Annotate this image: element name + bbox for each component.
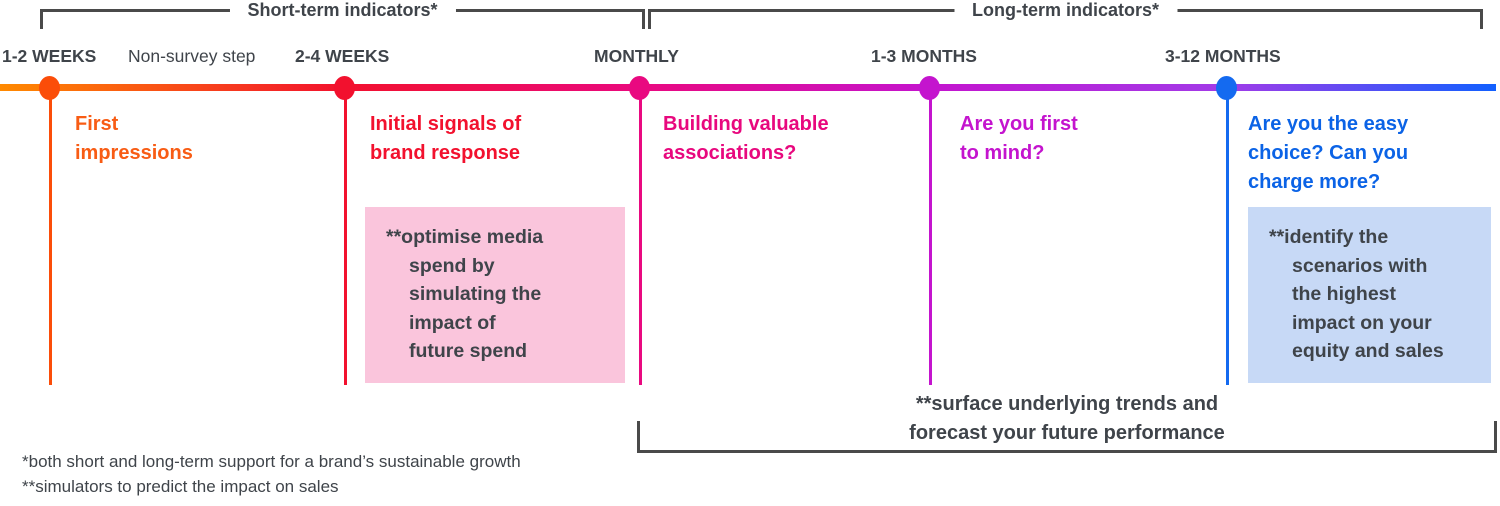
- timeline-connector-2-4-weeks: [344, 98, 347, 385]
- surface-trends-label: **surface underlying trends and forecast…: [909, 393, 1225, 444]
- surface-trends-bracket: **surface underlying trends and forecast…: [637, 393, 1497, 453]
- non-survey-step-label: Non-survey step: [128, 46, 256, 66]
- footnote-simulators: **simulators to predict the impact on sa…: [22, 477, 339, 496]
- timeline-dot-1-2-weeks: [39, 76, 60, 100]
- long-term-bracket-label: Long-term indicators*: [953, 0, 1178, 21]
- long-term-bracket: Long-term indicators*: [648, 0, 1483, 30]
- bracket-tick-left: [637, 421, 640, 451]
- timeline-dot-2-4-weeks: [334, 76, 355, 100]
- footnote-sustainable-growth: *both short and long-term support for a …: [22, 452, 521, 471]
- stage-label-1-3-months: 1-3 MONTHS: [871, 46, 977, 66]
- bracket-tick-left: [40, 11, 43, 29]
- bracket-tick-left: [648, 11, 651, 29]
- bracket-tick-right: [642, 11, 645, 29]
- stage-label-3-12-months: 3-12 MONTHS: [1165, 46, 1281, 66]
- stage-label-2-4-weeks: 2-4 WEEKS: [295, 46, 390, 66]
- callout-identify-scenarios: **identify the scenarios with the highes…: [1248, 207, 1491, 383]
- heading-first-to-mind: Are you first to mind?: [960, 113, 1078, 164]
- timeline-dot-1-3-months: [919, 76, 940, 100]
- heading-easy-choice: Are you the easy choice? Can you charge …: [1248, 113, 1409, 193]
- bracket-tick-right: [1494, 421, 1497, 451]
- heading-first-impressions: First impressions: [75, 113, 193, 164]
- timeline-dot-monthly: [629, 76, 650, 100]
- stage-label-monthly: MONTHLY: [594, 46, 679, 66]
- heading-initial-signals: Initial signals of brand response: [370, 113, 522, 164]
- timeline-connector-1-2-weeks: [49, 98, 52, 385]
- callout-optimise-media-spend: **optimise media spend by simulating the…: [365, 207, 625, 383]
- timeline-connector-monthly: [639, 98, 642, 385]
- timeline-connector-3-12-months: [1226, 98, 1229, 385]
- timeline-gradient-line: [0, 84, 1496, 91]
- heading-building-associations: Building valuable associations?: [663, 113, 829, 164]
- short-term-bracket-label: Short-term indicators*: [229, 0, 456, 21]
- bracket-tick-right: [1480, 11, 1483, 29]
- stage-label-1-2-weeks: 1-2 WEEKS: [2, 46, 97, 66]
- short-term-bracket: Short-term indicators*: [40, 0, 645, 30]
- timeline-connector-1-3-months: [929, 98, 932, 385]
- timeline-dot-3-12-months: [1216, 76, 1237, 100]
